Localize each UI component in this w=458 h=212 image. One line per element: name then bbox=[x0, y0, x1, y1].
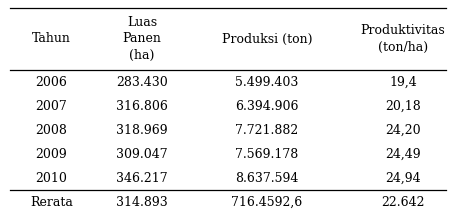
Text: 2010: 2010 bbox=[35, 172, 67, 185]
Text: 8.637.594: 8.637.594 bbox=[235, 172, 299, 185]
Text: Luas
Panen
(ha): Luas Panen (ha) bbox=[123, 17, 162, 61]
Text: 24,20: 24,20 bbox=[385, 124, 421, 137]
Text: 20,18: 20,18 bbox=[385, 100, 421, 113]
Text: 716.4592,6: 716.4592,6 bbox=[231, 196, 302, 209]
Text: Produksi (ton): Produksi (ton) bbox=[222, 32, 312, 46]
Text: 24,49: 24,49 bbox=[385, 148, 421, 161]
Text: 318.969: 318.969 bbox=[116, 124, 168, 137]
Text: 7.721.882: 7.721.882 bbox=[235, 124, 299, 137]
Text: 19,4: 19,4 bbox=[389, 76, 417, 89]
Text: 6.394.906: 6.394.906 bbox=[235, 100, 299, 113]
Text: 309.047: 309.047 bbox=[116, 148, 168, 161]
Text: 7.569.178: 7.569.178 bbox=[235, 148, 299, 161]
Text: 316.806: 316.806 bbox=[116, 100, 168, 113]
Text: 314.893: 314.893 bbox=[116, 196, 168, 209]
Text: 2006: 2006 bbox=[35, 76, 67, 89]
Text: 283.430: 283.430 bbox=[116, 76, 168, 89]
Text: 2009: 2009 bbox=[35, 148, 67, 161]
Text: Produktivitas
(ton/ha): Produktivitas (ton/ha) bbox=[360, 24, 445, 53]
Text: 2008: 2008 bbox=[35, 124, 67, 137]
Text: 2007: 2007 bbox=[35, 100, 67, 113]
Text: 346.217: 346.217 bbox=[116, 172, 168, 185]
Text: 24,94: 24,94 bbox=[385, 172, 421, 185]
Text: 5.499.403: 5.499.403 bbox=[235, 76, 299, 89]
Text: Rerata: Rerata bbox=[30, 196, 73, 209]
Text: 22.642: 22.642 bbox=[381, 196, 425, 209]
Text: Tahun: Tahun bbox=[32, 32, 71, 46]
